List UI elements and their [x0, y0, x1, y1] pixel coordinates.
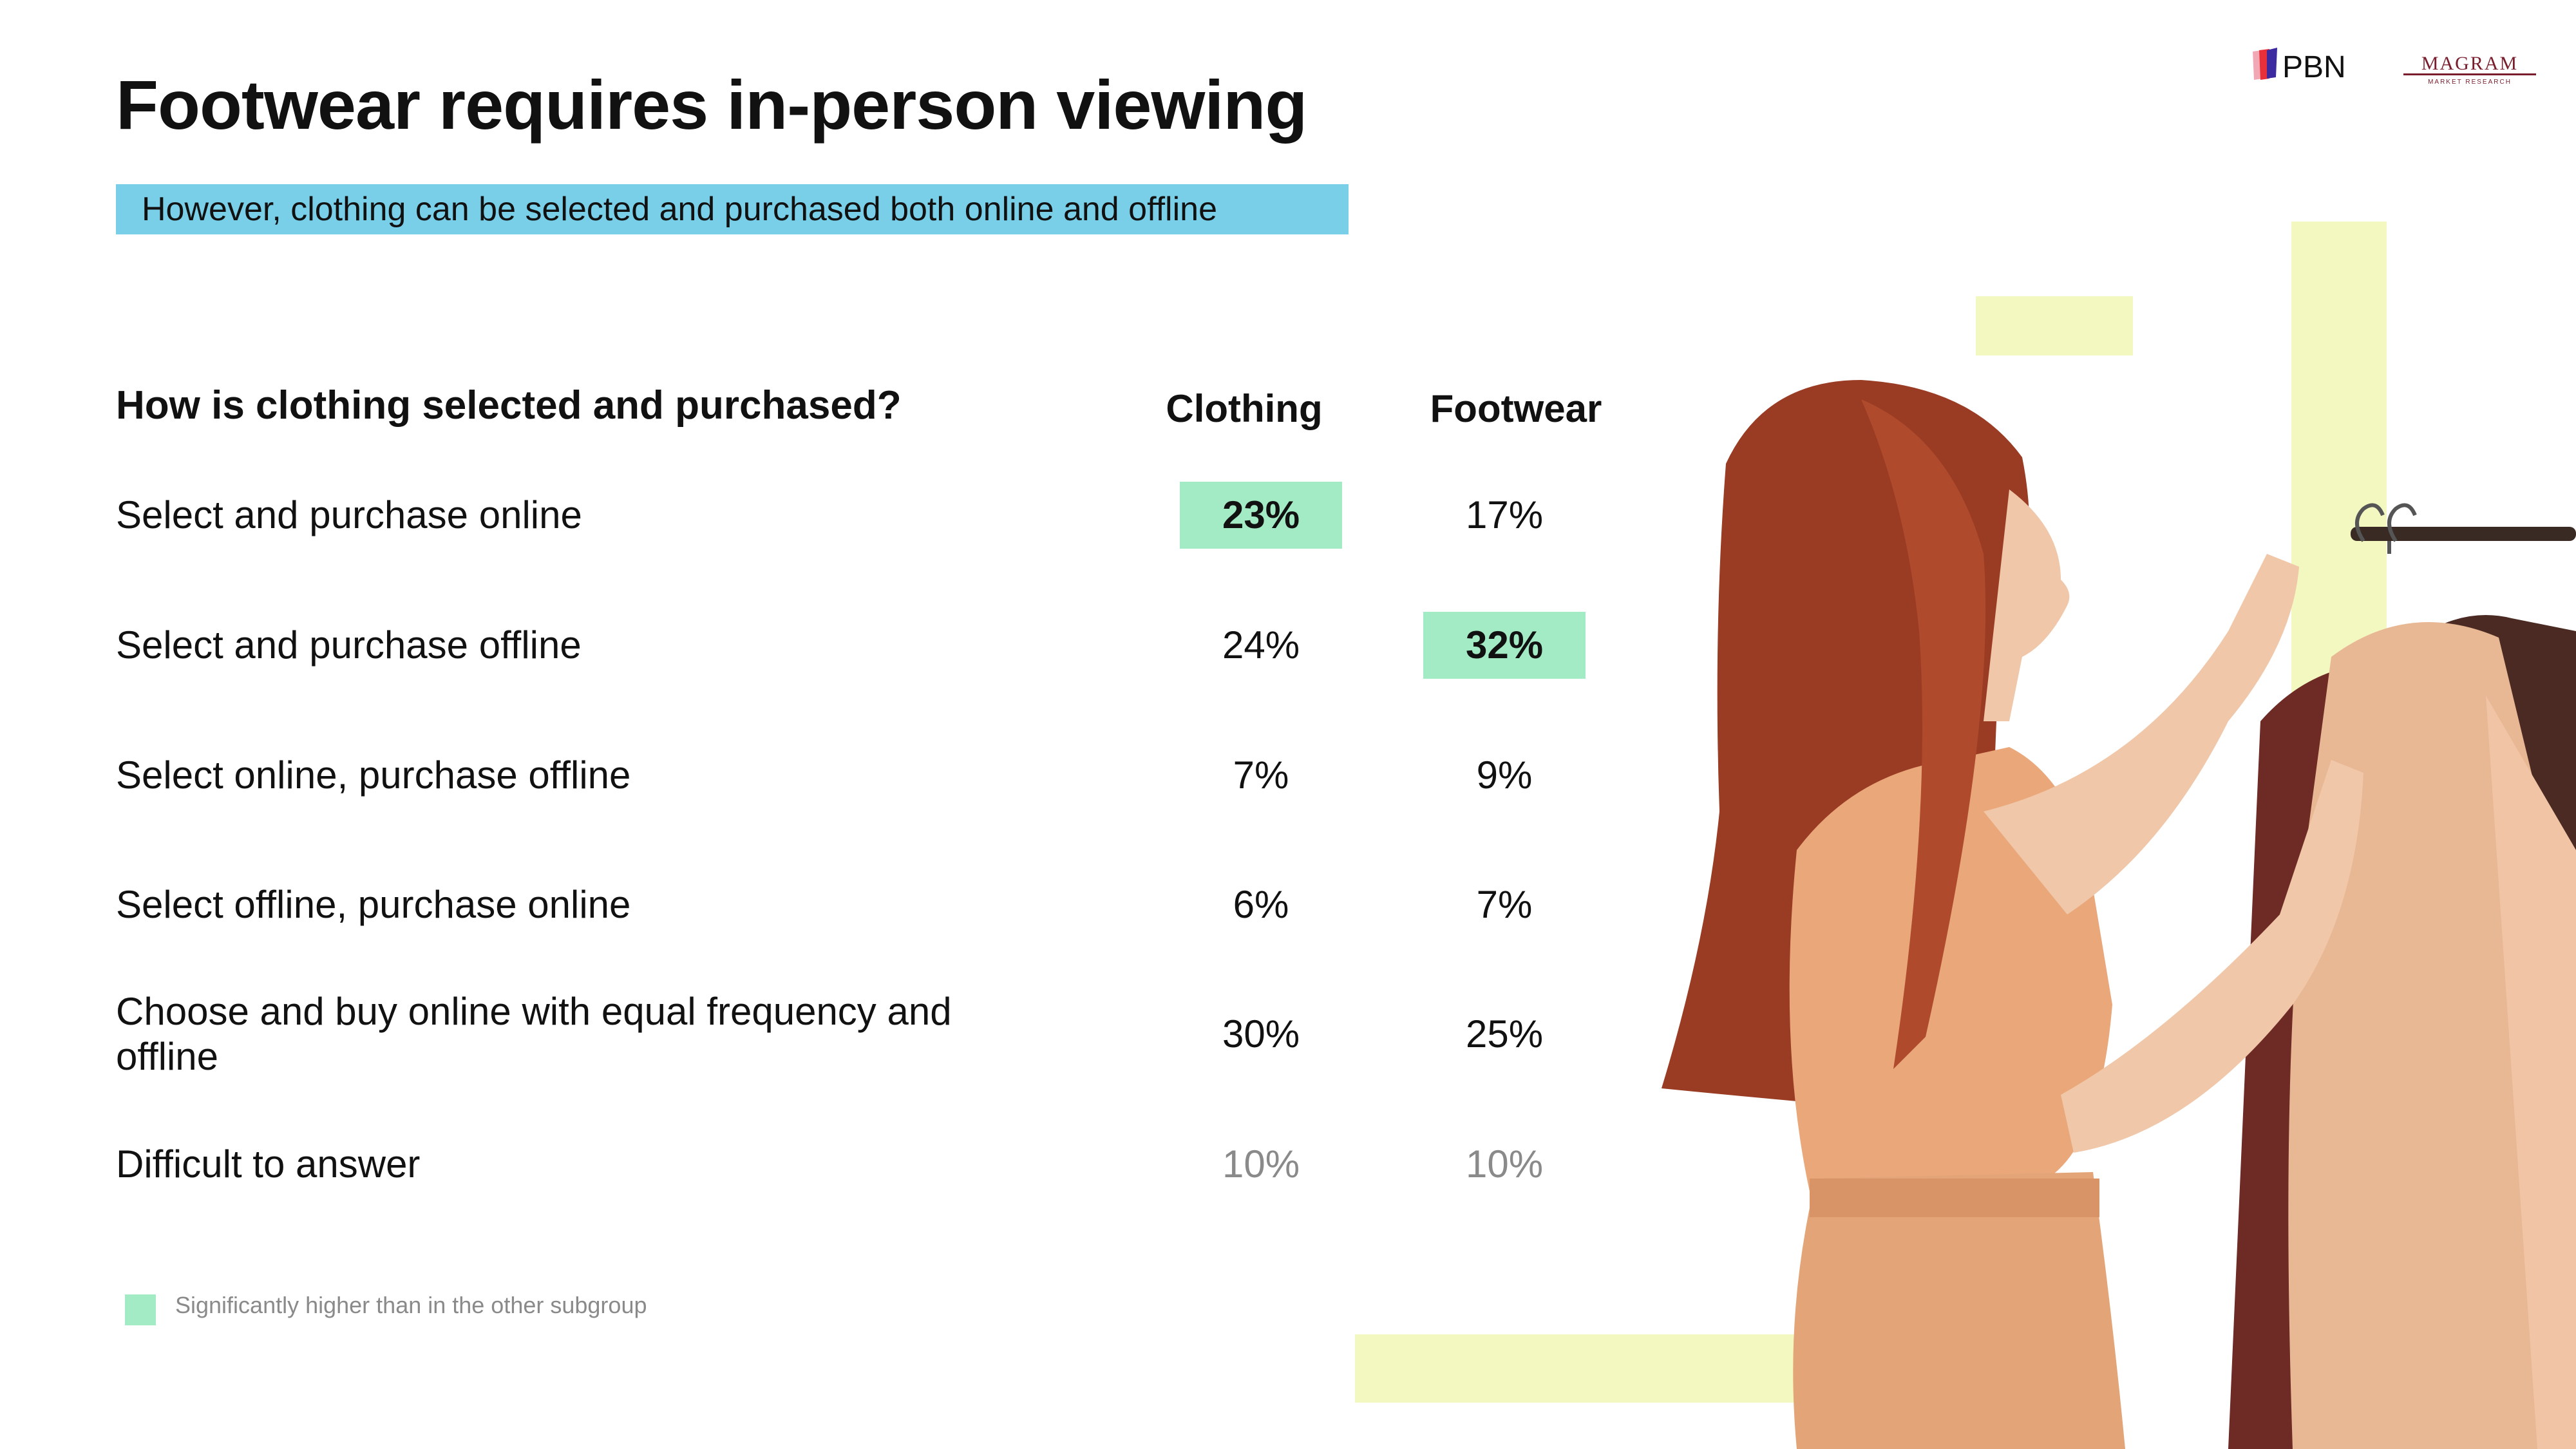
row-label: Select offline, purchase online: [116, 883, 631, 926]
magram-logo-text: MAGRAM: [2421, 53, 2518, 74]
legend-swatch: [125, 1294, 156, 1325]
pbn-logo-text: PBN: [2282, 50, 2346, 84]
cell-clothing: 10%: [1222, 1142, 1300, 1186]
table-question: How is clothing selected and purchased?: [116, 383, 902, 428]
cell-footwear: 25%: [1465, 1012, 1544, 1056]
cell-footwear: 17%: [1465, 493, 1544, 536]
magram-logo-subtext: MARKET RESEARCH: [2428, 79, 2512, 86]
page-title: Footwear requires in-person viewing: [116, 66, 1307, 144]
row-label: Difficult to answer: [116, 1142, 421, 1186]
row-label: Choose and buy online with equal frequen…: [116, 990, 952, 1078]
column-header-footwear: Footwear: [1430, 387, 1602, 430]
row-label: Select online, purchase offline: [116, 753, 631, 797]
decor-block-small: [1976, 296, 2133, 355]
column-header-clothing: Clothing: [1166, 387, 1323, 430]
cell-footwear: 10%: [1465, 1142, 1544, 1186]
cell-footwear: 9%: [1476, 753, 1533, 797]
cell-clothing: 24%: [1222, 623, 1300, 667]
cell-footwear: 7%: [1476, 883, 1533, 926]
pbn-logo: PBN: [2253, 48, 2346, 84]
woman-shopping-photo: [1662, 380, 2576, 1449]
cell-clothing: 7%: [1233, 753, 1289, 797]
cell-clothing: 23%: [1180, 482, 1342, 549]
row-label: Select and purchase online: [116, 493, 582, 536]
magram-logo: MAGRAM MARKET RESEARCH: [2403, 53, 2536, 86]
subtitle-banner: However, clothing can be selected and pu…: [116, 184, 1349, 234]
cell-footwear: 32%: [1423, 612, 1586, 679]
row-label: Select and purchase offline: [116, 623, 582, 667]
cell-clothing: 30%: [1222, 1012, 1300, 1056]
cell-clothing: 6%: [1233, 883, 1289, 926]
legend-text: Significantly higher than in the other s…: [175, 1292, 647, 1318]
